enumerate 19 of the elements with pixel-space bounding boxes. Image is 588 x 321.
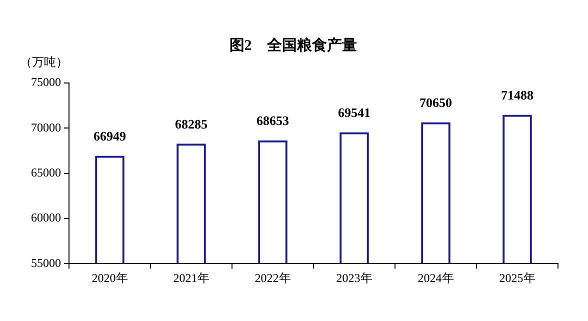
data-label: 70650 xyxy=(420,95,452,110)
x-tick-label: 2025年 xyxy=(499,270,536,285)
data-label: 69541 xyxy=(338,105,370,120)
x-tick-label: 2021年 xyxy=(173,270,210,285)
y-tick-label: 65000 xyxy=(31,165,61,180)
data-label: 66949 xyxy=(94,128,126,144)
y-axis-title: （万吨） xyxy=(20,55,68,70)
x-tick-label: 2022年 xyxy=(254,270,291,285)
data-label: 71488 xyxy=(501,88,534,103)
y-tick-label: 75000 xyxy=(31,75,61,90)
x-tick-label: 2020年 xyxy=(92,270,128,285)
data-label: 68285 xyxy=(175,116,208,132)
y-tick-label: 70000 xyxy=(31,120,61,134)
x-tick-label: 2024年 xyxy=(418,270,454,285)
data-label: 68653 xyxy=(256,113,290,128)
y-tick-label: 60000 xyxy=(31,210,61,225)
y-tick-label: 55000 xyxy=(31,256,61,270)
x-tick-label: 2023年 xyxy=(336,270,372,285)
chart-title: 图2 全国粮食产量 xyxy=(229,36,357,54)
